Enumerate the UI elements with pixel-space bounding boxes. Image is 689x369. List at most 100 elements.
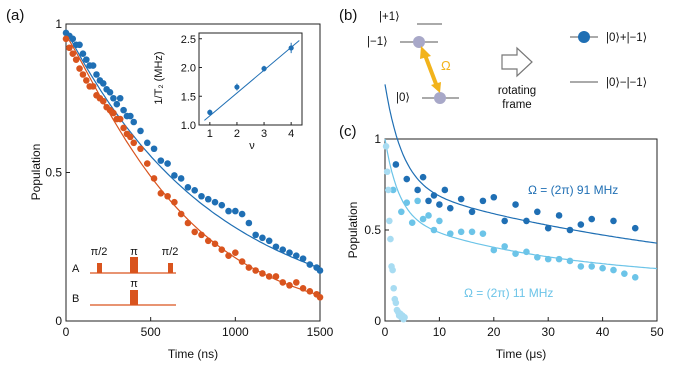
data-point-blue [204, 195, 212, 203]
inset-ticks: 1 2 3 4 1.0 1.5 2.0 2.5 [181, 34, 295, 140]
pulse-b-pi [130, 290, 138, 305]
panel-c-fit-curves [384, 84, 658, 270]
panel-c-ylabel: Population [346, 202, 360, 259]
data-point-blue [110, 94, 117, 102]
data-point-blue [316, 267, 324, 274]
data-point-blue [403, 175, 411, 183]
data-point-blue [306, 261, 314, 268]
panel-c-ytick-label: 0.5 [364, 223, 381, 237]
data-point-blue [83, 56, 90, 63]
inset-data [204, 40, 300, 121]
data-point-blue [177, 175, 185, 182]
data-point-blue [544, 224, 552, 232]
panel-c-xtick-label: 50 [650, 325, 664, 339]
panel-c-data-points [382, 142, 639, 323]
data-point-blue [69, 35, 77, 43]
drive-arrow-shaft [423, 54, 438, 85]
panel-c-xtick-label: 40 [596, 325, 610, 339]
inset-data-point [261, 66, 267, 72]
data-point-orange [137, 145, 144, 153]
fit-curve-11mhz [384, 138, 658, 270]
data-point-orange [259, 270, 266, 277]
panel-c-ytick-label: 0 [374, 314, 381, 328]
data-point-orange [79, 71, 87, 78]
omega-label: Ω [441, 58, 451, 73]
data-point-blue [272, 243, 280, 251]
label-11mhz: Ω = (2π) 11 MHz [464, 286, 553, 300]
data-point-orange [245, 264, 253, 271]
data-point-blue [534, 208, 541, 216]
panel-a-xtick-label: 1500 [307, 325, 334, 339]
rotating-frame-text-2: frame [502, 99, 531, 111]
panel-a-xlabel: Time (ns) [168, 347, 218, 361]
data-point-blue [259, 234, 266, 242]
data-point-orange [265, 273, 273, 280]
data-point-orange [177, 210, 185, 218]
panel-c-xtick-label: 20 [487, 325, 501, 339]
level-zero-label: |0⟩ [396, 92, 410, 104]
data-point-light-blue [430, 226, 438, 234]
data-point-blue [238, 210, 246, 218]
data-point-blue [588, 215, 596, 223]
data-point-blue [279, 246, 287, 254]
inset-ytick-label: 1.0 [181, 120, 196, 132]
data-point-orange [316, 293, 324, 301]
pulse-b-pi-label: π [130, 278, 138, 290]
data-point-orange [76, 65, 83, 72]
panel-a-ytick-label: 0 [55, 314, 62, 328]
inset-xlabel: ν [249, 140, 255, 152]
sequence-row-a-label: A [72, 263, 80, 275]
data-point-light-blue [566, 257, 574, 265]
sequence-row-b-label: B [72, 293, 79, 305]
data-point-pale-blue [389, 266, 396, 274]
data-point-orange [238, 258, 246, 265]
panel-a-ylabel: Population [29, 144, 43, 201]
panel-c-xtick-label: 30 [542, 325, 556, 339]
data-point-blue [232, 207, 239, 215]
pulse-a-pi2-start-label: π/2 [91, 246, 108, 258]
data-point-blue [130, 118, 138, 126]
pulse-a-pi2-end [168, 263, 173, 273]
panel-a-ticks: 0 500 1000 1500 0 0.5 1 [45, 17, 333, 339]
panel-a-xtick-label: 500 [141, 325, 161, 339]
data-point-blue [89, 62, 97, 69]
data-point-light-blue [389, 186, 397, 194]
data-point-light-blue [610, 266, 617, 274]
data-point-light-blue [403, 199, 411, 206]
inset-ytick-label: 2.5 [181, 34, 196, 46]
fit-curve-91mhz [384, 84, 658, 244]
data-point-blue [143, 139, 151, 147]
data-point-blue [631, 224, 639, 232]
data-point-orange [211, 240, 219, 248]
data-point-blue [99, 80, 107, 87]
panel-c-xtick-label: 10 [433, 325, 447, 339]
data-point-light-blue [408, 219, 416, 227]
data-point-blue [292, 252, 300, 259]
panel-c-ytick-label: 1 [374, 132, 381, 146]
pulse-a-pi [130, 257, 138, 273]
data-point-orange [299, 285, 307, 292]
data-point-blue [184, 184, 192, 191]
data-point-orange [150, 175, 158, 182]
data-point-blue [137, 127, 144, 135]
data-point-orange [191, 228, 198, 236]
data-point-orange [286, 282, 293, 289]
data-point-blue [414, 186, 421, 194]
data-point-pale-blue [386, 217, 393, 225]
data-point-orange [143, 160, 151, 167]
panel-a-ytick-label: 0.5 [45, 166, 62, 180]
data-point-orange [130, 139, 138, 147]
data-point-light-blue [398, 208, 405, 216]
data-point-orange [62, 35, 70, 43]
data-point-light-blue [534, 253, 541, 261]
data-point-orange [157, 189, 165, 197]
panel-a-data-points [62, 29, 324, 301]
data-point-light-blue [468, 228, 476, 236]
data-point-orange [69, 50, 77, 57]
panel-a-xtick-label: 0 [63, 325, 70, 339]
data-point-orange [184, 219, 192, 227]
panel-c-xtick-label: 0 [382, 325, 389, 339]
data-point-orange [83, 77, 90, 84]
data-point-blue [425, 197, 432, 205]
data-point-blue [113, 100, 121, 108]
